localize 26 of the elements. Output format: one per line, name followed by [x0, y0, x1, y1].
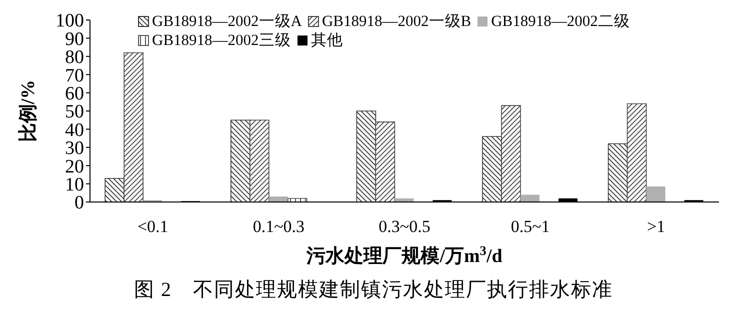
x-tick-label: >1 [647, 217, 666, 236]
bar [268, 196, 288, 202]
bar [520, 194, 540, 202]
legend-label: GB18918—2002一级B [320, 12, 472, 31]
legend-label: GB18918—2002三级 [151, 31, 291, 50]
bar [501, 105, 521, 202]
bar [249, 120, 270, 202]
legend-label: GB18918—2002一级A [151, 12, 302, 31]
bar [356, 110, 376, 202]
bar [230, 120, 250, 202]
x-tick-label: 0.5~1 [510, 217, 550, 236]
y-axis-title: 比例/% [17, 80, 40, 142]
legend-label: 其他 [310, 31, 343, 50]
bar [104, 178, 124, 202]
bar [375, 122, 396, 202]
x-tick-label: <0.1 [137, 217, 168, 236]
text: 图 2 不同处理规模建制镇污水处理厂执行排水标准 [133, 278, 614, 303]
bar [482, 136, 502, 202]
x-tick-label: 0.3~0.5 [378, 217, 430, 236]
bar [124, 52, 144, 202]
x-axis-title: 污水处理厂规模/万m$^{3}$/d [306, 242, 503, 267]
bar [626, 103, 647, 202]
legend-label: GB18918—2002二级 [490, 12, 630, 31]
bar [646, 186, 666, 202]
bar [608, 143, 628, 202]
x-tick-label: 0.1~0.3 [252, 217, 305, 236]
